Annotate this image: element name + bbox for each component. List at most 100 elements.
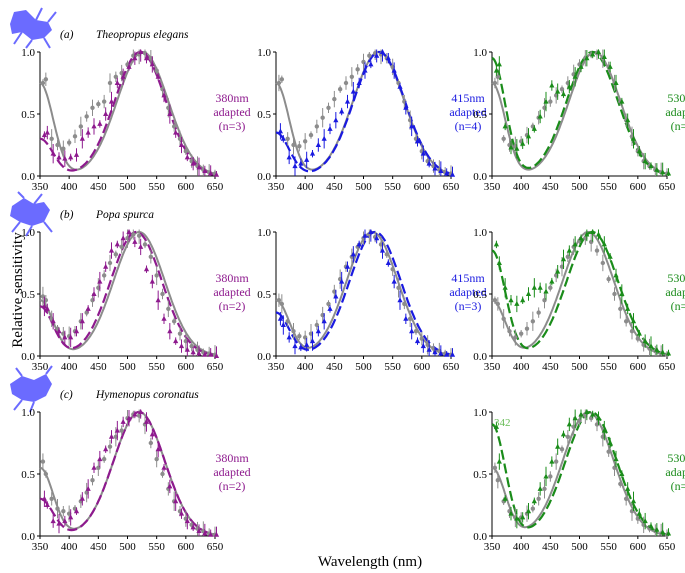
data-point-light-adapted <box>502 284 508 290</box>
data-point-light-adapted <box>68 334 74 340</box>
data-point-light-adapted <box>625 485 631 491</box>
data-point-light-adapted <box>543 98 549 104</box>
x-tick-label: 400 <box>61 361 78 373</box>
data-point-light-adapted <box>277 315 284 321</box>
x-tick-label: 450 <box>542 181 559 193</box>
data-point-light-adapted <box>642 158 648 164</box>
data-point-light-adapted <box>379 49 386 54</box>
data-point-light-adapted <box>155 73 161 79</box>
x-tick-label: 500 <box>571 181 588 193</box>
data-point-light-adapted <box>50 150 56 156</box>
data-point-dark-adapted <box>113 252 119 257</box>
panel-2-0: 350 400 450 500 550 600 650 0.0 0.5 1.0 380nmadapt… <box>21 407 250 553</box>
data-point-light-adapted <box>426 346 432 352</box>
data-point-dark-adapted <box>55 506 60 511</box>
y-tick-label: 1.0 <box>257 227 271 239</box>
adaptation-label: (n=6) <box>671 119 685 133</box>
x-tick-label: 600 <box>178 181 195 193</box>
data-point-dark-adapted <box>148 440 154 446</box>
data-point-light-adapted <box>636 148 642 154</box>
data-point-light-adapted <box>493 423 500 429</box>
data-point-light-adapted <box>126 415 132 421</box>
y-tick-label: 0.5 <box>473 109 487 121</box>
data-point-light-adapted <box>196 164 202 170</box>
data-point-light-adapted <box>642 338 648 344</box>
data-point-light-adapted <box>280 135 286 141</box>
x-axis-title: Wavelength (nm) <box>318 554 422 570</box>
data-point-light-adapted <box>397 83 403 89</box>
x-tick-label: 350 <box>484 181 501 193</box>
data-point-light-adapted <box>309 338 316 344</box>
adaptation-label: (n=2) <box>219 479 246 493</box>
data-point-light-adapted <box>321 135 327 141</box>
data-point-light-adapted <box>379 247 386 253</box>
y-tick-label: 0.0 <box>21 351 35 363</box>
x-tick-label: 500 <box>119 361 136 373</box>
y-tick-label: 1.0 <box>257 47 271 59</box>
data-point-light-adapted <box>79 135 85 141</box>
data-point-light-adapted <box>56 328 62 334</box>
data-point-light-adapted <box>607 63 613 69</box>
x-tick-label: 550 <box>148 541 165 553</box>
data-point-dark-adapted <box>107 444 113 449</box>
data-point-dark-adapted <box>337 87 343 92</box>
data-point-light-adapted <box>184 154 190 160</box>
data-point-light-adapted <box>167 483 173 489</box>
y-tick-label: 0.0 <box>473 351 487 363</box>
adaptation-label: adapted <box>665 105 685 119</box>
data-point-dark-adapted <box>618 481 623 487</box>
y-tick-label: 0.0 <box>257 171 271 183</box>
row-b-label: (b) <box>60 209 74 221</box>
data-point-light-adapted <box>549 278 555 284</box>
data-point-light-adapted <box>356 241 362 247</box>
y-tick-label: 0.5 <box>257 109 271 121</box>
x-tick-label: 550 <box>600 541 617 553</box>
data-point-light-adapted <box>572 73 578 79</box>
data-point-light-adapted <box>595 231 602 237</box>
data-point-dark-adapted <box>594 248 600 253</box>
data-point-light-adapted <box>56 520 62 526</box>
data-point-light-adapted <box>566 247 572 253</box>
data-point-light-adapted <box>374 52 380 58</box>
data-point-light-adapted <box>543 473 549 479</box>
data-point-light-adapted <box>321 318 327 324</box>
adaptation-label: adapted <box>213 285 250 299</box>
data-point-light-adapted <box>619 471 625 476</box>
data-point-light-adapted <box>202 168 208 174</box>
data-point-light-adapted <box>362 67 368 73</box>
adaptation-label: (n=3) <box>455 299 482 313</box>
data-point-light-adapted <box>520 514 526 520</box>
data-point-dark-adapted <box>501 136 506 141</box>
data-point-light-adapted <box>73 508 80 514</box>
panel-1-2: 350 400 450 500 550 600 650 0.0 0.5 1.0 530nmadapt… <box>473 227 685 373</box>
panel-0-0: 350 400 450 500 550 600 650 0.0 0.5 1.0 380nmadapt… <box>21 47 250 193</box>
data-point-light-adapted <box>292 343 298 349</box>
data-point-light-adapted <box>50 518 56 524</box>
data-point-light-adapted <box>114 241 120 247</box>
data-point-light-adapted <box>613 272 619 278</box>
data-point-light-adapted <box>625 305 631 311</box>
data-point-dark-adapted <box>320 115 325 120</box>
template-curve-light-adapted <box>275 230 452 356</box>
x-tick-label: 350 <box>484 541 501 553</box>
data-point-light-adapted <box>584 55 590 61</box>
data-point-dark-adapted <box>49 496 54 501</box>
data-point-light-adapted <box>496 61 502 67</box>
data-point-light-adapted <box>566 421 572 427</box>
panels: 350 400 450 500 550 600 6500.00.51.0380nmadapt… <box>21 47 685 553</box>
mantis-icon-row-c <box>10 365 53 413</box>
data-point-light-adapted <box>149 61 155 67</box>
data-point-dark-adapted <box>171 319 177 324</box>
data-point-dark-adapted <box>43 471 49 477</box>
x-tick-label: 450 <box>90 541 107 553</box>
data-point-dark-adapted <box>291 329 296 334</box>
data-point-light-adapted <box>339 278 345 284</box>
x-tick-label: 600 <box>414 181 431 193</box>
data-point-light-adapted <box>566 83 572 89</box>
adaptation-label: 415nm <box>451 91 485 105</box>
data-point-dark-adapted <box>154 68 159 73</box>
adaptation-label: 530nm <box>667 451 685 465</box>
data-point-light-adapted <box>654 346 660 352</box>
data-point-light-adapted <box>648 523 654 529</box>
x-tick-label: 650 <box>659 541 676 553</box>
